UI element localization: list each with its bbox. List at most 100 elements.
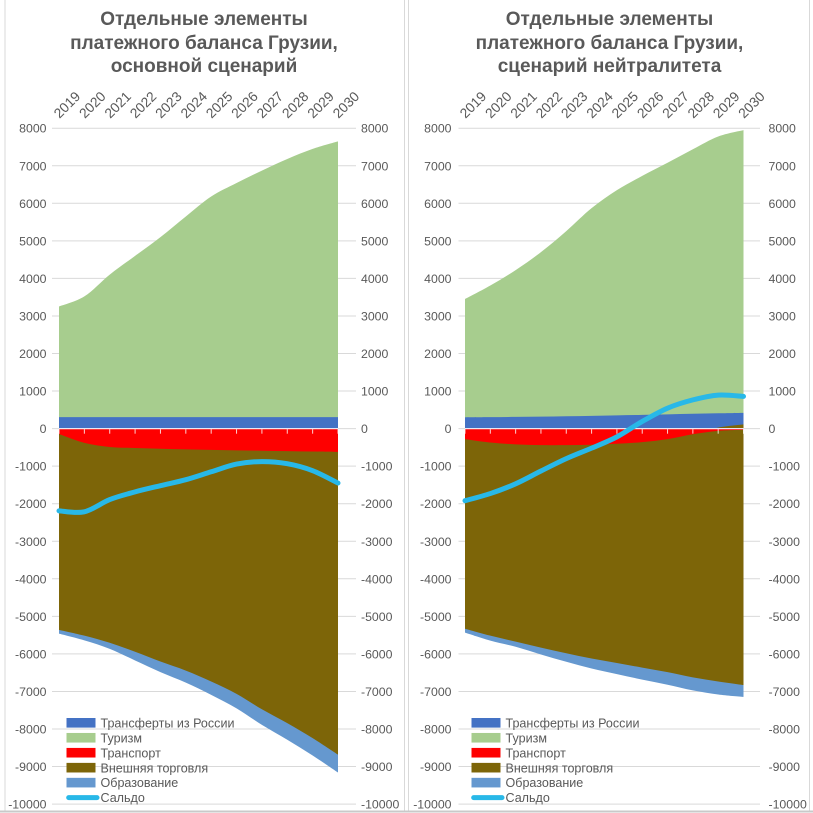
- svg-text:2021: 2021: [102, 89, 134, 121]
- svg-text:5000: 5000: [19, 234, 47, 248]
- svg-text:7000: 7000: [769, 159, 797, 173]
- svg-text:5000: 5000: [361, 234, 389, 248]
- svg-text:-9000: -9000: [769, 760, 801, 774]
- svg-text:-7000: -7000: [15, 685, 47, 699]
- svg-text:2000: 2000: [361, 347, 389, 361]
- svg-text:2030: 2030: [736, 89, 769, 122]
- svg-text:6000: 6000: [424, 197, 452, 211]
- svg-text:2024: 2024: [178, 89, 211, 122]
- svg-text:Отдельные элементы: Отдельные элементы: [100, 9, 308, 30]
- svg-text:-8000: -8000: [420, 723, 452, 737]
- svg-text:6000: 6000: [361, 197, 389, 211]
- svg-text:2027: 2027: [254, 89, 286, 121]
- svg-text:-1000: -1000: [361, 460, 393, 474]
- svg-text:-6000: -6000: [420, 647, 452, 661]
- svg-text:-7000: -7000: [361, 685, 393, 699]
- svg-text:2019: 2019: [457, 89, 490, 122]
- svg-text:2025: 2025: [609, 89, 642, 122]
- svg-text:8000: 8000: [361, 122, 389, 136]
- svg-text:Образование: Образование: [101, 776, 179, 790]
- svg-text:основной сценарий: основной сценарий: [111, 56, 298, 77]
- svg-text:3000: 3000: [19, 309, 47, 323]
- svg-text:2021: 2021: [508, 89, 540, 121]
- svg-text:Туризм: Туризм: [101, 731, 142, 745]
- svg-text:Транспорт: Транспорт: [101, 746, 162, 760]
- svg-text:-8000: -8000: [769, 723, 801, 737]
- svg-text:-5000: -5000: [15, 610, 47, 624]
- svg-text:5000: 5000: [424, 234, 452, 248]
- svg-text:-1000: -1000: [420, 460, 452, 474]
- svg-text:-9000: -9000: [15, 760, 47, 774]
- svg-text:Трансферты из России: Трансферты из России: [506, 716, 640, 730]
- svg-text:7000: 7000: [361, 159, 389, 173]
- svg-text:7000: 7000: [19, 159, 47, 173]
- svg-text:-8000: -8000: [361, 723, 393, 737]
- svg-text:-9000: -9000: [420, 760, 452, 774]
- svg-text:0: 0: [445, 422, 452, 436]
- svg-text:-5000: -5000: [361, 610, 393, 624]
- svg-text:1000: 1000: [19, 385, 47, 399]
- svg-text:-6000: -6000: [361, 647, 393, 661]
- svg-text:-1000: -1000: [769, 460, 801, 474]
- svg-text:-8000: -8000: [15, 723, 47, 737]
- svg-text:6000: 6000: [19, 197, 47, 211]
- svg-text:Образование: Образование: [506, 776, 584, 790]
- svg-text:1000: 1000: [424, 385, 452, 399]
- svg-text:-2000: -2000: [420, 497, 452, 511]
- svg-text:-10000: -10000: [413, 798, 451, 812]
- svg-text:-9000: -9000: [361, 760, 393, 774]
- svg-text:-10000: -10000: [8, 798, 46, 812]
- svg-text:-2000: -2000: [769, 497, 801, 511]
- svg-text:Туризм: Туризм: [506, 731, 547, 745]
- svg-text:0: 0: [769, 422, 776, 436]
- svg-text:3000: 3000: [424, 309, 452, 323]
- svg-text:2022: 2022: [533, 89, 565, 121]
- svg-text:-3000: -3000: [420, 535, 452, 549]
- svg-text:8000: 8000: [424, 122, 452, 136]
- svg-text:2026: 2026: [229, 89, 262, 122]
- svg-text:Отдельные элементы: Отдельные элементы: [506, 9, 714, 30]
- svg-text:2000: 2000: [19, 347, 47, 361]
- svg-text:-10000: -10000: [361, 798, 399, 812]
- svg-text:2026: 2026: [634, 89, 667, 122]
- svg-text:2000: 2000: [769, 347, 797, 361]
- svg-text:-7000: -7000: [420, 685, 452, 699]
- svg-text:7000: 7000: [424, 159, 452, 173]
- svg-text:-4000: -4000: [769, 572, 801, 586]
- svg-text:2029: 2029: [710, 89, 743, 122]
- svg-text:4000: 4000: [769, 272, 797, 286]
- svg-text:4000: 4000: [19, 272, 47, 286]
- svg-text:платежного баланса Грузии,: платежного баланса Грузии,: [70, 33, 338, 54]
- svg-text:2027: 2027: [660, 89, 692, 121]
- svg-text:2020: 2020: [76, 89, 109, 122]
- svg-text:2029: 2029: [305, 89, 338, 122]
- svg-text:2020: 2020: [482, 89, 515, 122]
- svg-text:4000: 4000: [424, 272, 452, 286]
- svg-text:Внешняя торговля: Внешняя торговля: [506, 761, 614, 775]
- svg-text:1000: 1000: [361, 385, 389, 399]
- svg-text:2024: 2024: [584, 89, 617, 122]
- svg-text:Транспорт: Транспорт: [506, 746, 567, 760]
- svg-text:Сальдо: Сальдо: [101, 791, 145, 805]
- svg-text:2023: 2023: [152, 89, 185, 122]
- svg-text:2000: 2000: [424, 347, 452, 361]
- svg-text:2030: 2030: [330, 89, 363, 122]
- svg-text:4000: 4000: [361, 272, 389, 286]
- svg-text:-4000: -4000: [361, 572, 393, 586]
- svg-text:-3000: -3000: [361, 535, 393, 549]
- svg-text:Трансферты из России: Трансферты из России: [101, 716, 235, 730]
- svg-text:-2000: -2000: [15, 497, 47, 511]
- svg-text:2028: 2028: [685, 89, 718, 122]
- svg-text:платежного баланса Грузии,: платежного баланса Грузии,: [476, 33, 744, 54]
- svg-text:5000: 5000: [769, 234, 797, 248]
- svg-text:2028: 2028: [279, 89, 312, 122]
- svg-text:3000: 3000: [769, 309, 797, 323]
- svg-text:-3000: -3000: [15, 535, 47, 549]
- svg-text:8000: 8000: [769, 122, 797, 136]
- svg-text:-7000: -7000: [769, 685, 801, 699]
- svg-text:3000: 3000: [361, 309, 389, 323]
- svg-text:2025: 2025: [203, 89, 236, 122]
- svg-text:-1000: -1000: [15, 460, 47, 474]
- svg-text:8000: 8000: [19, 122, 47, 136]
- svg-text:1000: 1000: [769, 385, 797, 399]
